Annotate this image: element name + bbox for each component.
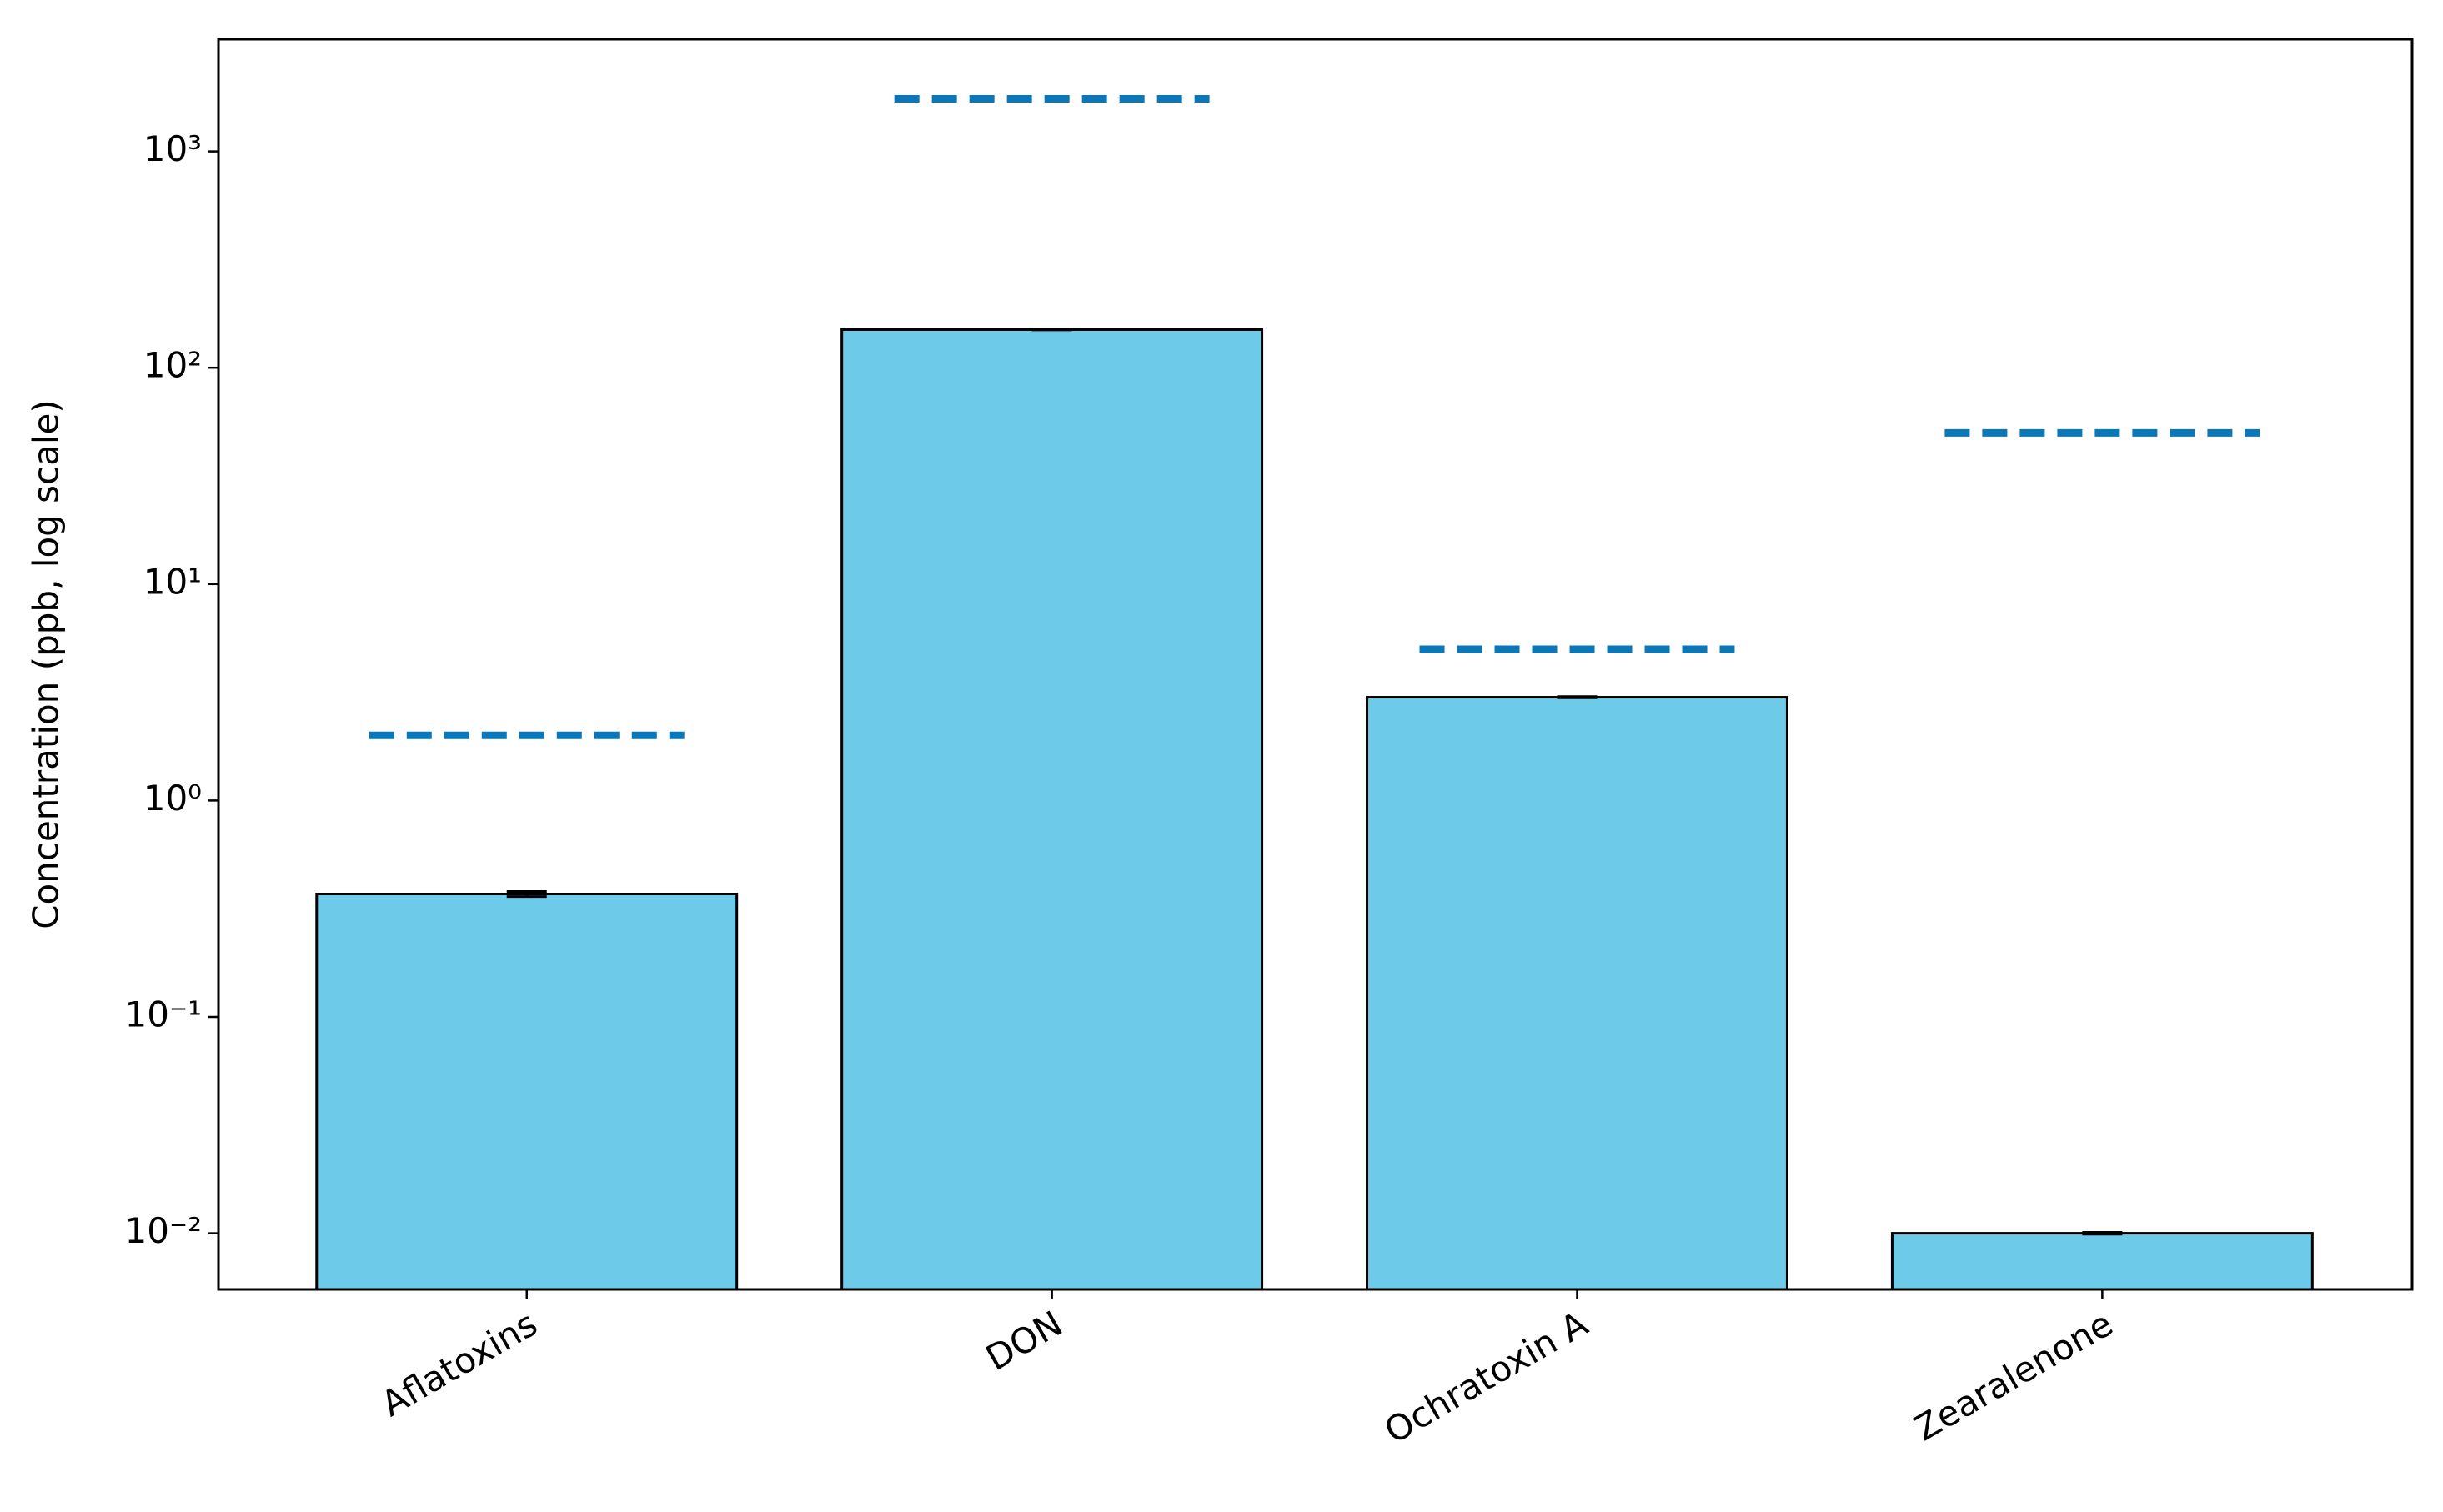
bar <box>1890 1232 2314 1291</box>
plot-frame <box>217 38 2414 1291</box>
bar <box>1366 696 1788 1291</box>
y-tick-label: 10² <box>143 345 202 386</box>
bar <box>840 328 1264 1291</box>
x-tick-label: Aflatoxins <box>374 1303 544 1424</box>
y-axis-label: Concentration (ppb, log scale) <box>26 399 67 929</box>
x-tick-label: Ochratoxin A <box>1377 1303 1594 1452</box>
y-tick-label: 10⁻² <box>125 1210 202 1251</box>
y-tick-label: 10⁻¹ <box>125 994 202 1034</box>
x-tick-label: DON <box>979 1303 1069 1379</box>
bar <box>315 892 739 1291</box>
y-tick-label: 10⁰ <box>143 778 202 819</box>
y-tick-label: 10³ <box>143 128 202 169</box>
x-tick-label: Zearalenone <box>1908 1303 2120 1449</box>
y-tick-label: 10¹ <box>143 561 202 602</box>
